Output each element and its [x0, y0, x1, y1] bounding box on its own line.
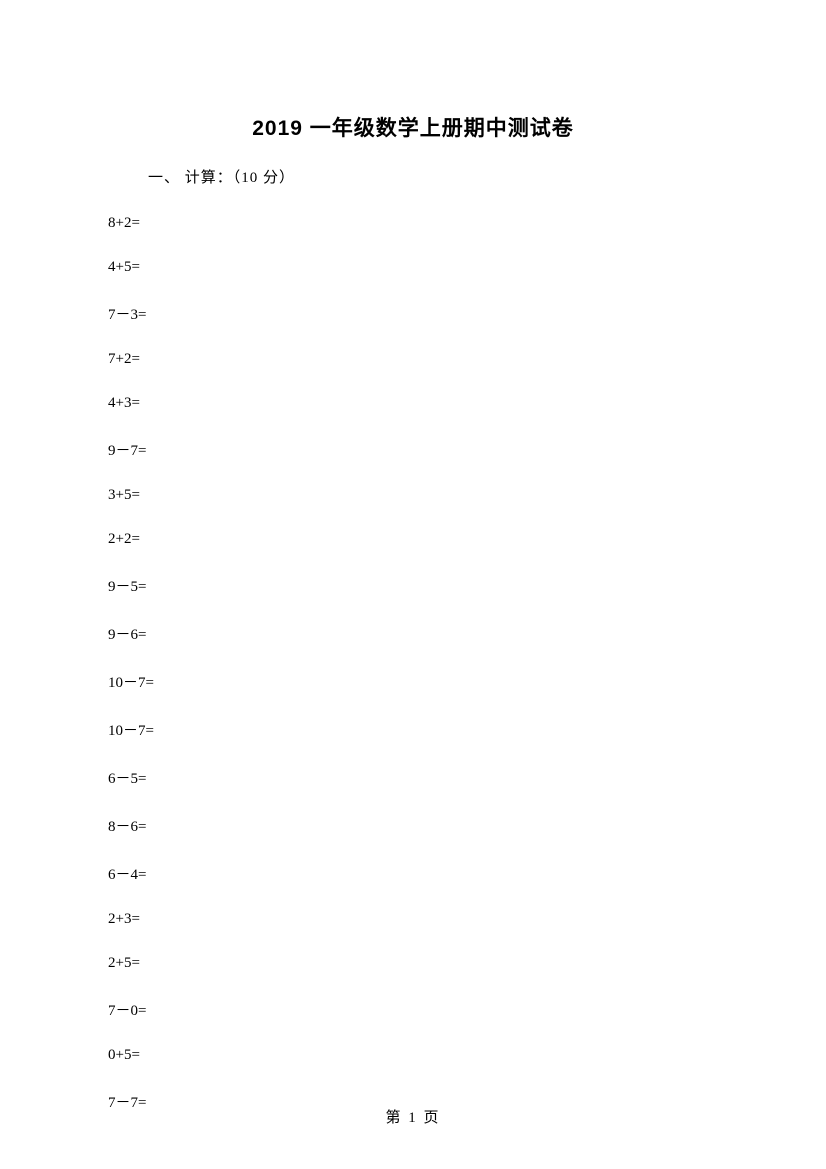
problem-item: 4+5= — [108, 259, 718, 276]
problem-item: 3+5= — [108, 487, 718, 504]
problem-item: 10－7= — [108, 671, 718, 692]
problem-item: 6－5= — [108, 767, 718, 788]
section-header: 一、 计算：（10 分） — [148, 166, 718, 187]
section-label: 计算： — [185, 170, 233, 186]
problem-item: 9－5= — [108, 575, 718, 596]
problem-item: 9－6= — [108, 623, 718, 644]
problem-item: 0+5= — [108, 1047, 718, 1064]
document-title: 2019 一年级数学上册期中测试卷 — [108, 112, 718, 142]
document-page: 2019 一年级数学上册期中测试卷 一、 计算：（10 分） 8+2= 4+5=… — [0, 0, 826, 1169]
problem-item: 2+3= — [108, 911, 718, 928]
section-points: （10 分） — [233, 170, 295, 186]
problems-list: 8+2= 4+5= 7－3= 7+2= 4+3= 9－7= 3+5= 2+2= … — [108, 215, 718, 1112]
problem-item: 10－7= — [108, 719, 718, 740]
problem-item: 2+2= — [108, 531, 718, 548]
problem-item: 4+3= — [108, 395, 718, 412]
problem-item: 7+2= — [108, 351, 718, 368]
problem-item: 6－4= — [108, 863, 718, 884]
section-number: 一、 — [148, 170, 180, 186]
problem-item: 8－6= — [108, 815, 718, 836]
problem-item: 8+2= — [108, 215, 718, 232]
problem-item: 7－0= — [108, 999, 718, 1020]
page-number-label: 第 1 页 — [385, 1110, 440, 1126]
page-footer: 第 1 页 — [0, 1106, 826, 1127]
problem-item: 2+5= — [108, 955, 718, 972]
problem-item: 9－7= — [108, 439, 718, 460]
problem-item: 7－3= — [108, 303, 718, 324]
